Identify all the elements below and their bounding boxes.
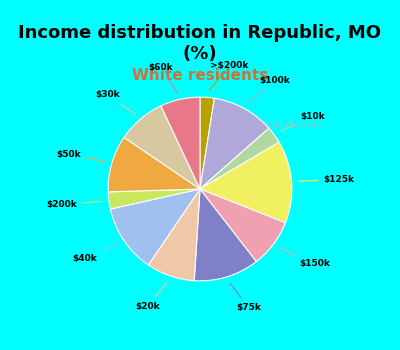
Text: White residents: White residents xyxy=(132,68,268,83)
Wedge shape xyxy=(110,189,200,265)
Wedge shape xyxy=(200,128,279,189)
Wedge shape xyxy=(108,189,200,209)
Text: $20k: $20k xyxy=(135,282,167,311)
Text: $50k: $50k xyxy=(56,150,105,162)
Text: $200k: $200k xyxy=(46,200,102,209)
Wedge shape xyxy=(200,189,286,261)
Text: $125k: $125k xyxy=(299,175,355,184)
Wedge shape xyxy=(200,98,269,189)
Text: $40k: $40k xyxy=(73,244,118,263)
Wedge shape xyxy=(200,142,292,223)
Wedge shape xyxy=(124,106,200,189)
Text: City-Data.com: City-Data.com xyxy=(253,120,323,130)
Wedge shape xyxy=(194,189,256,281)
Wedge shape xyxy=(108,137,200,192)
Wedge shape xyxy=(200,97,214,189)
Text: $60k: $60k xyxy=(148,63,177,92)
Text: Income distribution in Republic, MO
(%): Income distribution in Republic, MO (%) xyxy=(18,25,382,63)
Text: >$200k: >$200k xyxy=(209,61,248,91)
Text: $75k: $75k xyxy=(230,284,261,312)
Text: $10k: $10k xyxy=(280,112,325,131)
Text: $100k: $100k xyxy=(248,76,290,103)
Wedge shape xyxy=(161,97,200,189)
Text: $150k: $150k xyxy=(280,248,330,268)
Wedge shape xyxy=(148,189,200,281)
Text: $30k: $30k xyxy=(95,90,135,114)
